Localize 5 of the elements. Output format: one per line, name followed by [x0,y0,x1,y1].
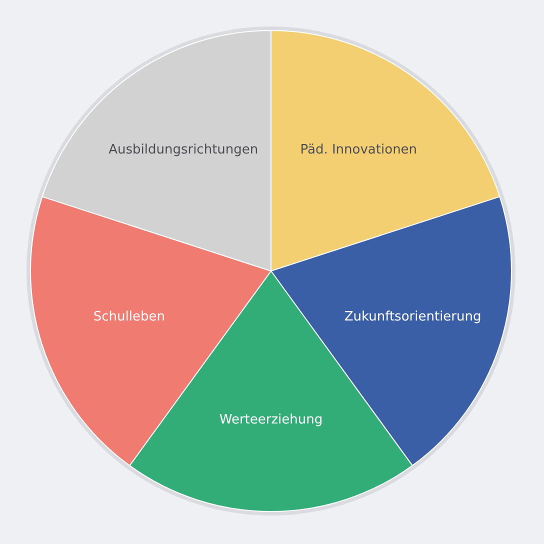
slice-label: Zukunftsorientierung [344,309,482,324]
slice-label: Werteerziehung [219,412,323,428]
slice-label: Schulleben [93,309,165,324]
slice-label: Päd. Innovationen [300,142,418,158]
slice-label: Ausbildungsrichtungen [108,142,258,158]
